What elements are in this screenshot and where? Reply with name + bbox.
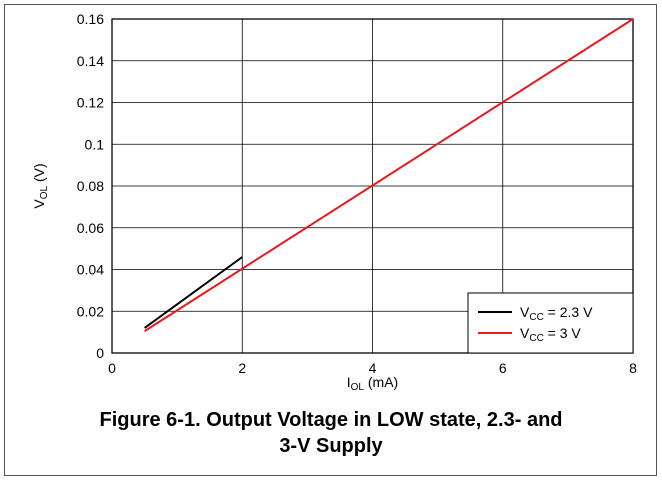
legend-box bbox=[468, 293, 633, 353]
y-axis-ticks: 0 0.02 0.04 0.06 0.08 0.1 0.12 0.14 0.16 bbox=[77, 11, 104, 361]
y-tick-label: 0.06 bbox=[77, 220, 104, 236]
y-tick-label: 0.12 bbox=[77, 95, 104, 111]
y-tick-label: 0 bbox=[96, 345, 104, 361]
caption-line-2: 3-V Supply bbox=[0, 433, 662, 459]
y-tick-label: 0.1 bbox=[85, 136, 105, 152]
caption-line-1: Figure 6-1. Output Voltage in LOW state,… bbox=[0, 407, 662, 433]
x-tick-label: 8 bbox=[629, 360, 637, 376]
x-tick-label: 2 bbox=[238, 360, 246, 376]
y-tick-label: 0.16 bbox=[77, 11, 104, 27]
series-lines bbox=[145, 19, 633, 331]
figure-caption: Figure 6-1. Output Voltage in LOW state,… bbox=[0, 407, 662, 459]
legend: VCC = 2.3 V VCC = 3 V bbox=[468, 293, 633, 353]
y-tick-label: 0.04 bbox=[77, 262, 104, 278]
series-line-1 bbox=[145, 19, 633, 331]
x-tick-label: 0 bbox=[108, 360, 116, 376]
y-tick-label: 0.08 bbox=[77, 178, 104, 194]
x-axis-label: IOL (mA) bbox=[347, 374, 398, 393]
y-tick-label: 0.02 bbox=[77, 303, 104, 319]
series-line-0 bbox=[145, 257, 243, 328]
y-tick-label: 0.14 bbox=[77, 53, 104, 69]
x-tick-label: 6 bbox=[499, 360, 507, 376]
y-axis-label: VOL (V) bbox=[31, 163, 50, 208]
